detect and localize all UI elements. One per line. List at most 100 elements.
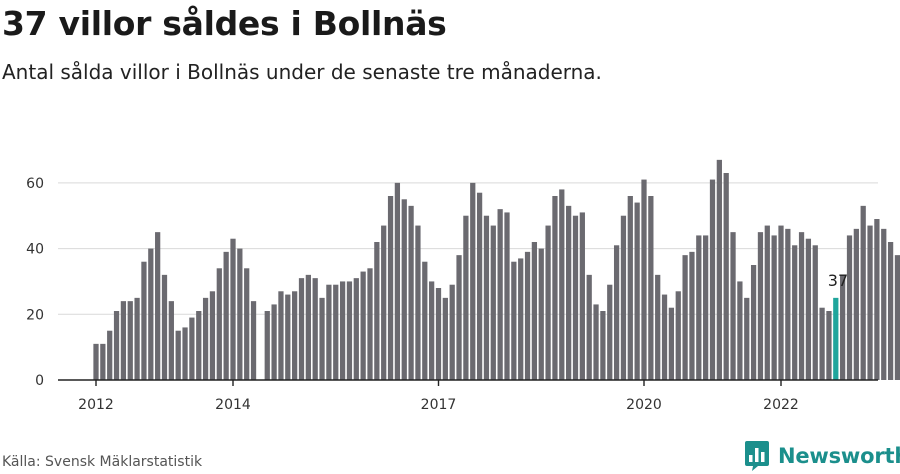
bar bbox=[703, 235, 709, 380]
bar bbox=[572, 215, 579, 380]
bar bbox=[463, 215, 469, 380]
bar bbox=[326, 284, 332, 380]
bar bbox=[346, 281, 353, 380]
bar bbox=[381, 225, 387, 380]
bar bbox=[826, 311, 832, 380]
bar bbox=[846, 235, 853, 380]
bar bbox=[696, 235, 702, 380]
x-tick-label: 2012 bbox=[78, 397, 114, 413]
bar bbox=[216, 268, 222, 380]
bar bbox=[333, 284, 339, 380]
bar bbox=[244, 268, 250, 380]
bar bbox=[141, 261, 147, 380]
bar bbox=[497, 209, 503, 380]
bar bbox=[305, 274, 311, 380]
x-tick-label: 2022 bbox=[763, 397, 799, 413]
bar bbox=[750, 265, 757, 380]
bar bbox=[744, 297, 750, 380]
tick-labels: 0 20 40 60 2012 2014 2017 2020 2022 37 bbox=[26, 176, 848, 413]
bar bbox=[134, 297, 140, 380]
bar bbox=[298, 278, 305, 380]
bar bbox=[778, 225, 784, 380]
bar bbox=[737, 281, 743, 380]
bar bbox=[860, 205, 866, 380]
bar bbox=[641, 179, 647, 380]
x-tick-label: 2014 bbox=[215, 397, 251, 413]
bar bbox=[394, 182, 401, 380]
bar bbox=[531, 242, 538, 380]
bar bbox=[264, 311, 270, 380]
bar bbox=[853, 228, 859, 380]
y-tick-label: 0 bbox=[35, 373, 44, 389]
bar bbox=[723, 173, 729, 380]
bar bbox=[442, 297, 448, 380]
page-title: 37 villor såldes i Bollnäs bbox=[2, 4, 447, 43]
bar bbox=[867, 225, 873, 380]
y-tick-label: 40 bbox=[26, 242, 44, 258]
bar bbox=[422, 261, 428, 380]
bar bbox=[716, 159, 722, 380]
bar bbox=[545, 225, 551, 380]
bar bbox=[319, 297, 325, 380]
bar bbox=[812, 245, 818, 380]
bar bbox=[887, 242, 894, 380]
bar-series bbox=[93, 159, 900, 380]
bar bbox=[819, 307, 825, 380]
bar bbox=[250, 301, 257, 380]
bar bbox=[189, 317, 195, 380]
bar bbox=[161, 274, 168, 380]
y-tick-label: 20 bbox=[26, 307, 44, 323]
bar bbox=[874, 219, 880, 380]
bar bbox=[709, 179, 716, 380]
bar bbox=[675, 291, 681, 380]
bar bbox=[634, 202, 640, 380]
bar bbox=[490, 225, 496, 380]
bar bbox=[408, 205, 414, 380]
bar bbox=[579, 212, 585, 380]
bar bbox=[120, 301, 127, 380]
bar bbox=[894, 255, 900, 380]
bar bbox=[559, 189, 565, 380]
bar bbox=[271, 304, 277, 380]
bar bbox=[881, 228, 887, 380]
bar bbox=[655, 274, 661, 380]
bar bbox=[168, 301, 174, 380]
bar bbox=[524, 251, 531, 380]
bar bbox=[230, 238, 236, 380]
bar bbox=[798, 232, 805, 380]
bar bbox=[155, 232, 161, 380]
brand-name: Newsworthy bbox=[778, 444, 900, 468]
source-note: Källa: Svensk Mäklarstatistik bbox=[2, 454, 203, 470]
bar bbox=[682, 255, 688, 380]
bar bbox=[196, 311, 202, 380]
bar bbox=[518, 258, 524, 380]
bar bbox=[285, 294, 291, 380]
data-label: 37 bbox=[828, 271, 848, 290]
bar bbox=[600, 311, 606, 380]
bar bbox=[374, 242, 380, 380]
bar bbox=[620, 215, 627, 380]
bar bbox=[593, 304, 599, 380]
x-tick-label: 2017 bbox=[421, 397, 457, 413]
bar bbox=[538, 248, 544, 380]
bar bbox=[209, 291, 216, 380]
bar bbox=[552, 196, 558, 380]
bar bbox=[757, 232, 764, 380]
bar bbox=[771, 235, 777, 380]
bar bbox=[566, 205, 572, 380]
bar bbox=[100, 343, 106, 380]
bar bbox=[689, 251, 695, 380]
bar bbox=[504, 212, 510, 380]
bar bbox=[668, 307, 675, 380]
page-subtitle: Antal sålda villor i Bollnäs under de se… bbox=[2, 60, 602, 84]
brand-logo[interactable]: Newsworthy bbox=[744, 440, 900, 472]
bar bbox=[148, 248, 154, 380]
bar bbox=[127, 301, 133, 380]
bar bbox=[661, 294, 668, 380]
bar bbox=[93, 343, 99, 380]
bar bbox=[292, 291, 298, 380]
bar bbox=[387, 196, 394, 380]
bar bbox=[202, 297, 209, 380]
bar-chart: 0 20 40 60 2012 2014 2017 2020 2022 37 bbox=[26, 159, 900, 413]
bar bbox=[840, 274, 846, 380]
